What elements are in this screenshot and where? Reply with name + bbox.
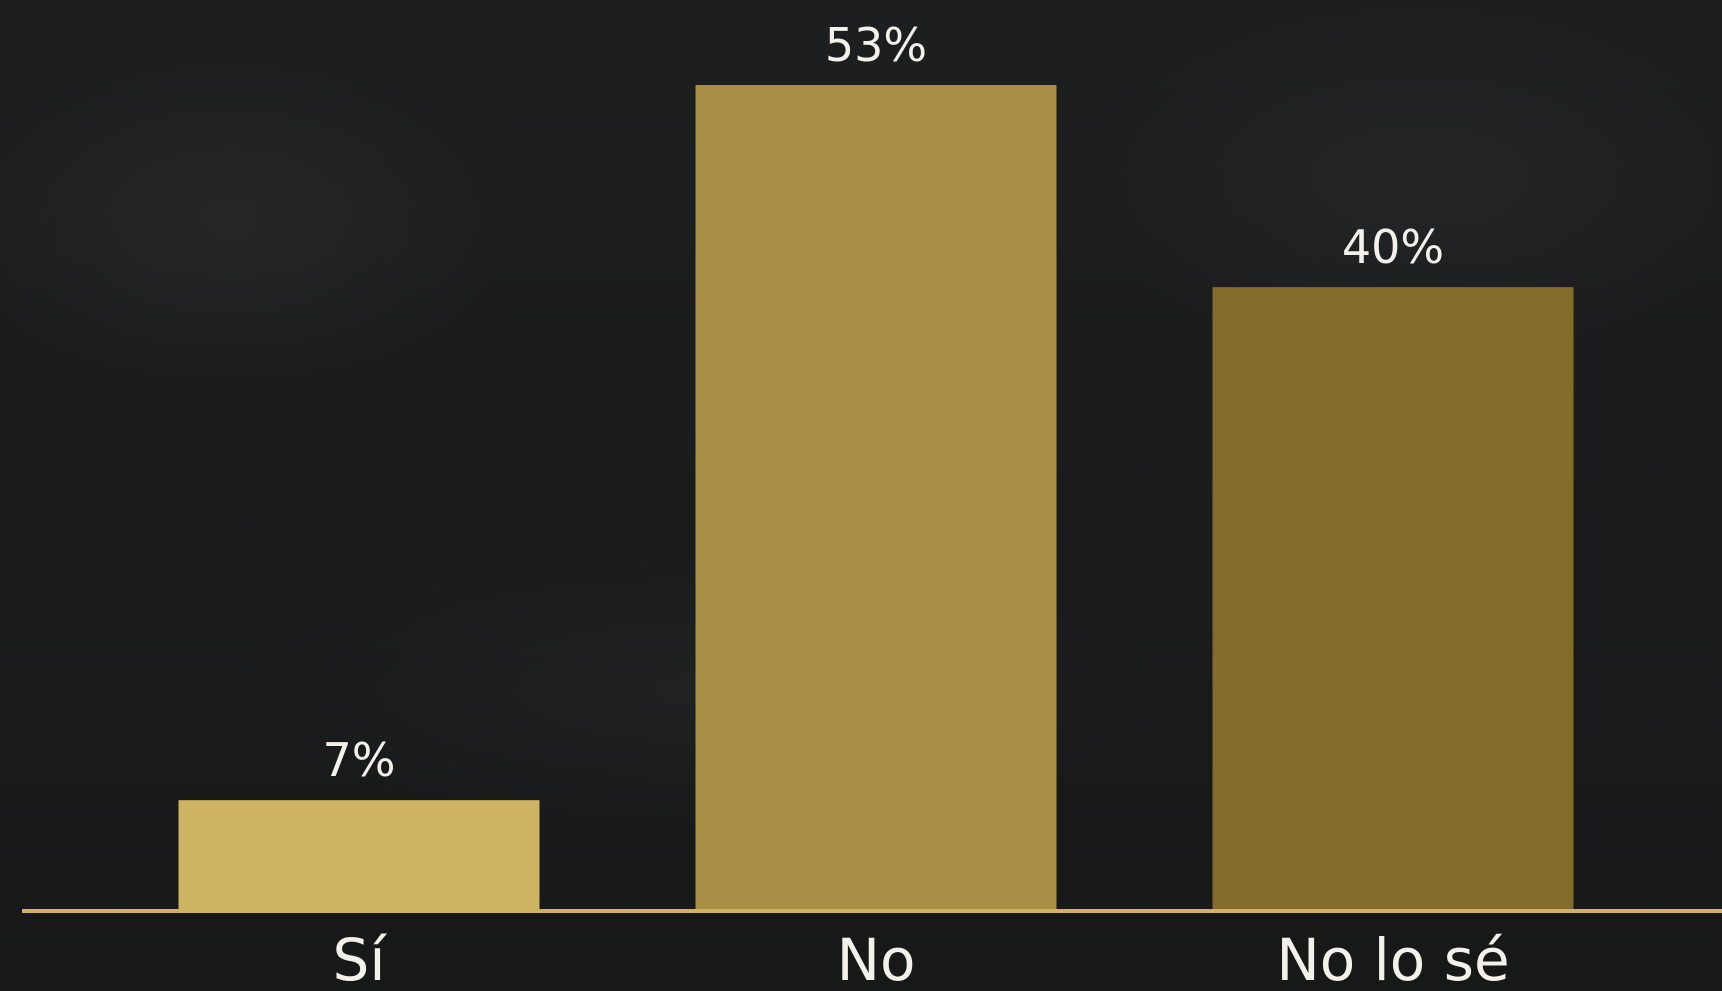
value-label: 40% <box>1342 220 1444 274</box>
bar-s- <box>178 800 540 909</box>
value-label: 7% <box>323 733 396 787</box>
value-label: 53% <box>825 18 927 72</box>
bar-no-lo-s- <box>1212 287 1574 909</box>
category-label: No <box>837 926 916 991</box>
category-label: No lo sé <box>1276 926 1509 991</box>
category-label: Sí <box>333 926 388 991</box>
bar-no <box>695 85 1057 909</box>
